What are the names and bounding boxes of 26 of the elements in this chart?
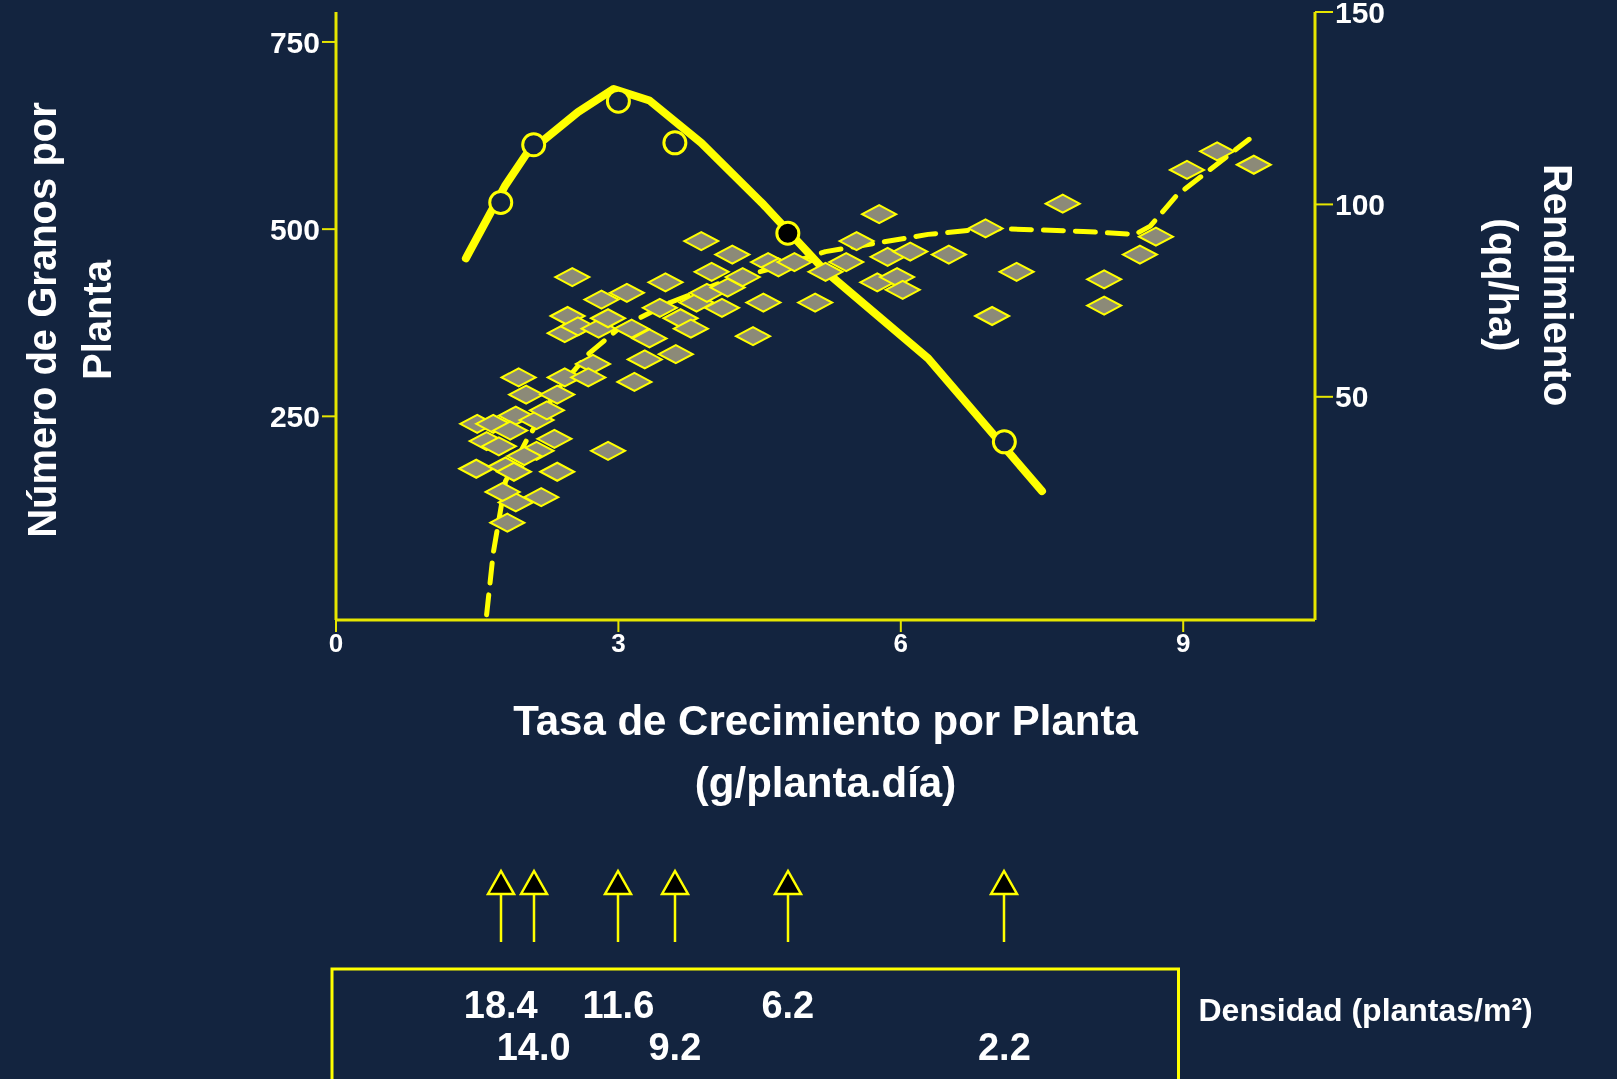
y2-tick-label: 100 (1335, 188, 1386, 222)
x-axis-title: Tasa de Crecimiento por Planta (g/planta.día) (512, 696, 1139, 808)
text: 14.0 (496, 1026, 571, 1068)
text: 18.4 (463, 984, 538, 1026)
y-tick-label: 250 (269, 399, 320, 433)
point (991, 429, 1017, 455)
point (521, 132, 547, 158)
point (775, 220, 801, 246)
text: 9.2 (648, 1026, 702, 1068)
x-tick-label: 3 (611, 628, 626, 659)
y2-axis-title: Rendimiento (qq/ha) (1480, 162, 1581, 409)
text: Densidad (plantas/m²) (1198, 992, 1533, 1029)
y2-tick-label: 150 (1335, 0, 1386, 29)
text: 11.6 (582, 984, 655, 1026)
x-tick-label: 9 (1175, 628, 1191, 659)
y-tick-label: 500 (269, 212, 320, 246)
text: 6.2 (761, 984, 815, 1026)
y-tick-label: 750 (269, 25, 320, 59)
text: 2.2 (977, 1026, 1031, 1068)
point (605, 88, 631, 114)
x-tick-label: 6 (893, 628, 909, 659)
point (488, 189, 514, 215)
y2-tick-label: 50 (1335, 380, 1369, 414)
x-tick-label: 0 (328, 628, 344, 659)
y-axis-title: Número de Granos por Planta (19, 101, 120, 540)
point (662, 130, 688, 156)
